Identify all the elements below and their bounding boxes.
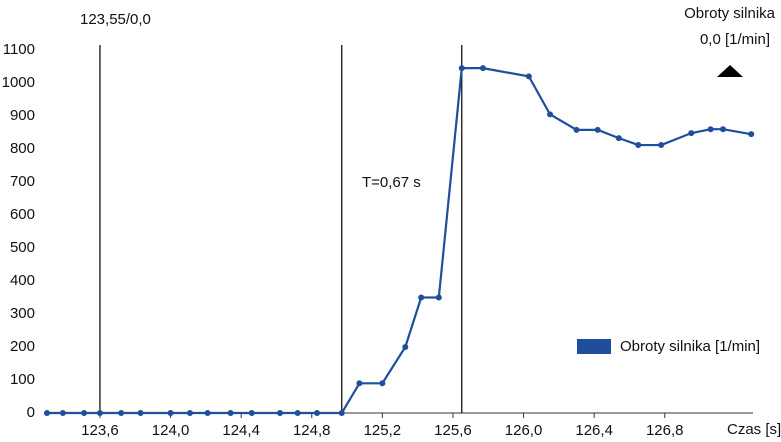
- data-point: [635, 142, 642, 149]
- data-point: [615, 135, 622, 142]
- y-tick-label: 1100: [3, 41, 35, 58]
- y-tick-label: 0: [27, 404, 35, 421]
- x-tick-label: 125,6: [434, 422, 472, 439]
- data-point: [81, 410, 88, 416]
- data-point: [44, 410, 50, 416]
- y-tick-label: 900: [10, 107, 35, 124]
- readout-title: Obroty silnika: [684, 5, 776, 22]
- data-point: [314, 410, 321, 416]
- x-tick-label: 124,4: [222, 422, 260, 439]
- y-tick-label: 1000: [2, 74, 35, 91]
- x-tick-label: 123,6: [81, 422, 119, 439]
- data-point: [573, 126, 580, 133]
- data-point: [227, 410, 234, 416]
- data-point: [204, 410, 211, 416]
- x-axis-label: Czas [s]: [727, 421, 781, 438]
- data-point: [688, 130, 695, 137]
- data-point: [118, 410, 125, 416]
- legend-swatch: [577, 339, 611, 354]
- data-point: [479, 65, 486, 72]
- x-tick-label: 126,4: [575, 422, 613, 439]
- data-point: [402, 344, 409, 350]
- data-point: [658, 142, 665, 149]
- x-tick-label: 125,2: [364, 422, 402, 439]
- data-point: [379, 380, 386, 387]
- data-point: [547, 111, 554, 118]
- data-point: [418, 294, 425, 301]
- y-tick-label: 200: [10, 338, 35, 355]
- y-tick-label: 300: [10, 305, 35, 322]
- y-tick-label: 100: [10, 371, 35, 388]
- y-tick-label: 700: [10, 173, 35, 190]
- collapse-icon[interactable]: [717, 65, 743, 77]
- data-point: [594, 126, 601, 133]
- period-annotation: T=0,67 s: [362, 174, 421, 191]
- y-tick-label: 400: [10, 272, 35, 289]
- cursor-readout: 123,55/0,0: [80, 11, 151, 28]
- x-tick-label: 124,0: [152, 422, 190, 439]
- data-point: [276, 410, 283, 416]
- x-tick-label: 126,0: [505, 422, 543, 439]
- data-point: [719, 126, 726, 133]
- data-point: [186, 410, 193, 416]
- data-point: [525, 73, 532, 80]
- data-point: [294, 410, 301, 416]
- data-point: [248, 410, 255, 416]
- legend-label: Obroty silnika [1/min]: [620, 338, 760, 355]
- y-tick-label: 500: [10, 239, 35, 256]
- x-tick-label: 126,8: [646, 422, 684, 439]
- data-point: [356, 380, 363, 387]
- data-point: [167, 410, 174, 416]
- data-point: [435, 294, 442, 301]
- data-point: [338, 410, 345, 416]
- data-point: [59, 410, 66, 416]
- data-point: [748, 131, 755, 138]
- data-point: [137, 410, 144, 416]
- y-tick-label: 800: [10, 140, 35, 157]
- data-point: [96, 410, 103, 416]
- x-tick-label: 124,8: [293, 422, 331, 439]
- readout-value: 0,0 [1/min]: [700, 31, 770, 48]
- series-line: [47, 67, 752, 415]
- data-point: [707, 126, 714, 133]
- data-point: [458, 65, 465, 72]
- y-tick-label: 600: [10, 206, 35, 223]
